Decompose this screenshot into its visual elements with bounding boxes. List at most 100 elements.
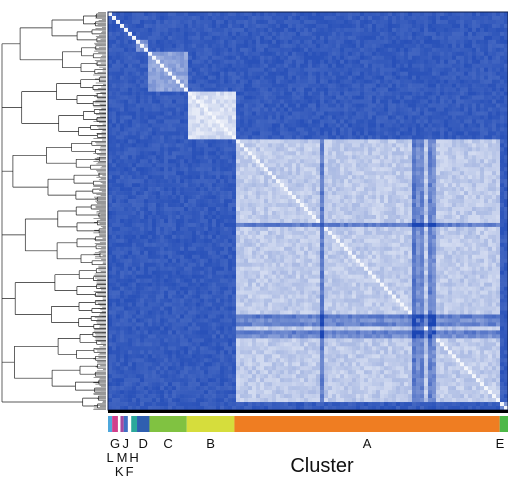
heatmap-cell xyxy=(452,111,457,116)
heatmap-cell xyxy=(312,27,317,33)
heatmap-cell xyxy=(372,167,377,172)
heatmap-cell xyxy=(396,207,401,212)
heatmap-cell xyxy=(244,87,249,92)
heatmap-cell xyxy=(376,19,381,25)
heatmap-cell xyxy=(220,19,225,25)
heatmap-cell xyxy=(192,171,197,176)
heatmap-cell xyxy=(260,123,265,128)
heatmap-cell xyxy=(220,159,225,164)
heatmap-cell xyxy=(296,35,301,41)
heatmap-cell xyxy=(144,139,149,144)
heatmap-cell xyxy=(128,191,133,196)
heatmap-cell xyxy=(436,39,441,45)
heatmap-cell xyxy=(168,191,173,196)
heatmap-cell xyxy=(444,63,449,69)
heatmap-cell xyxy=(336,39,341,45)
heatmap-cell xyxy=(324,55,329,61)
heatmap-cell xyxy=(420,71,425,76)
heatmap-cell xyxy=(368,155,373,160)
heatmap-cell xyxy=(324,91,329,96)
heatmap-cell xyxy=(252,19,257,25)
heatmap-cell xyxy=(156,191,161,196)
heatmap-cell xyxy=(268,167,273,172)
heatmap-cell xyxy=(244,51,249,57)
heatmap-cell xyxy=(336,79,341,84)
heatmap-cell xyxy=(476,67,481,72)
heatmap-cell xyxy=(244,135,249,140)
heatmap-cell xyxy=(320,195,325,200)
heatmap-cell xyxy=(148,203,153,208)
heatmap-cell xyxy=(208,79,213,84)
heatmap-cell xyxy=(324,147,329,152)
heatmap-cell xyxy=(408,55,413,61)
heatmap-cell xyxy=(108,159,113,164)
heatmap-cell xyxy=(476,23,481,29)
heatmap-cell xyxy=(484,75,489,80)
heatmap-cell xyxy=(108,131,113,136)
heatmap-cell xyxy=(292,163,297,168)
heatmap-cell xyxy=(220,15,225,21)
heatmap-cell xyxy=(232,19,237,25)
heatmap-cell xyxy=(436,35,441,41)
heatmap-cell xyxy=(272,39,277,45)
heatmap-cell xyxy=(280,31,285,37)
heatmap-cell xyxy=(448,79,453,84)
heatmap-cell xyxy=(220,127,225,132)
heatmap-cell xyxy=(336,195,341,200)
heatmap-cell xyxy=(208,51,213,57)
heatmap-cell xyxy=(312,187,317,192)
heatmap-cell xyxy=(464,195,469,200)
heatmap-cell xyxy=(504,31,508,37)
heatmap-cell xyxy=(172,19,177,25)
heatmap-cell xyxy=(408,107,413,112)
heatmap-cell xyxy=(328,159,333,164)
heatmap-cell xyxy=(284,135,289,140)
heatmap-cell xyxy=(320,59,325,65)
heatmap-cell xyxy=(176,115,181,120)
heatmap-cell xyxy=(276,95,281,100)
heatmap-cell xyxy=(136,115,141,120)
heatmap-cell xyxy=(328,47,333,53)
heatmap-cell xyxy=(136,67,141,72)
heatmap-cell xyxy=(428,31,433,37)
heatmap-cell xyxy=(260,143,265,148)
heatmap-cell xyxy=(228,107,233,112)
heatmap-cell xyxy=(156,39,161,45)
heatmap-cell xyxy=(408,163,413,168)
heatmap-cell xyxy=(288,23,293,29)
heatmap-cell xyxy=(208,103,213,108)
heatmap-cell xyxy=(204,119,209,124)
heatmap-cell xyxy=(408,111,413,116)
heatmap-cell xyxy=(116,107,121,112)
heatmap-cell xyxy=(344,131,349,136)
heatmap-cell xyxy=(400,195,405,200)
heatmap-cell xyxy=(160,183,165,188)
heatmap-cell xyxy=(172,99,177,104)
heatmap-cell xyxy=(432,163,437,168)
heatmap-cell xyxy=(136,203,141,208)
heatmap-cell xyxy=(144,27,149,33)
heatmap-cell xyxy=(504,187,508,192)
heatmap-cell xyxy=(192,39,197,45)
heatmap-cell xyxy=(316,155,321,160)
heatmap-cell xyxy=(408,139,413,144)
heatmap-cell xyxy=(448,39,453,45)
heatmap-cell xyxy=(372,107,377,112)
heatmap-cell xyxy=(192,23,197,29)
heatmap-cell xyxy=(316,71,321,76)
heatmap-cell xyxy=(428,127,433,132)
heatmap-cell xyxy=(200,179,205,184)
heatmap-cell xyxy=(348,31,353,37)
heatmap-cell xyxy=(404,195,409,200)
heatmap-cell xyxy=(500,59,505,65)
heatmap-cell xyxy=(492,59,497,65)
heatmap-cell xyxy=(364,199,369,204)
heatmap-cell xyxy=(496,75,501,80)
heatmap-cell xyxy=(200,159,205,164)
heatmap-cell xyxy=(376,203,381,208)
heatmap-cell xyxy=(168,167,173,172)
heatmap-cell xyxy=(112,107,117,112)
heatmap-cell xyxy=(416,23,421,29)
heatmap-cell xyxy=(332,179,337,184)
heatmap-cell xyxy=(144,195,149,200)
